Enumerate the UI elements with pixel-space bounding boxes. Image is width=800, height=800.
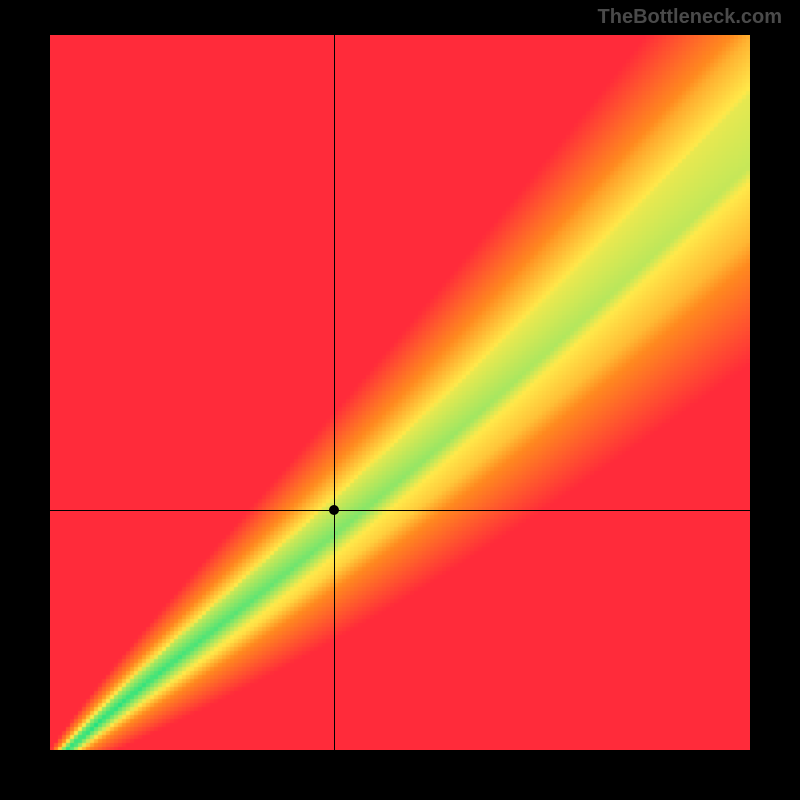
crosshair-vertical: [334, 35, 335, 750]
attribution-text: TheBottleneck.com: [598, 6, 782, 29]
plot-area: [50, 35, 750, 750]
chart-container: TheBottleneck.com: [0, 0, 800, 800]
heatmap-canvas: [50, 35, 750, 750]
crosshair-horizontal: [50, 510, 750, 511]
crosshair-marker: [329, 505, 339, 515]
